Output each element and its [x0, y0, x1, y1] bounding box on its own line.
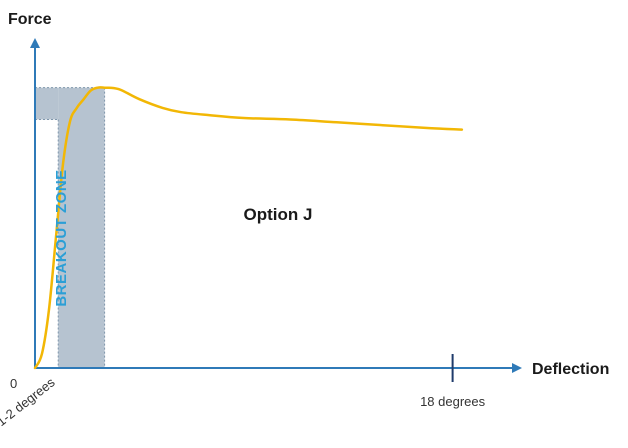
- breakout-zone-horizontal: [35, 87, 59, 120]
- breakout-zone: [35, 87, 106, 369]
- x-axis-arrow: [512, 363, 522, 373]
- x-axis-label: Deflection: [532, 361, 609, 378]
- origin-label: 0: [10, 376, 17, 391]
- y-axis-label: Force: [8, 11, 52, 28]
- breakout-zone-vertical: [58, 87, 105, 369]
- x-tick-label-max: 18 degrees: [420, 394, 486, 409]
- force-curve: [33, 86, 464, 370]
- breakout-zone-label: BREAKOUT ZONE: [53, 169, 70, 306]
- option-annotation: Option J: [244, 205, 313, 224]
- x-tick-label-breakout: ~1-2 degrees: [0, 374, 58, 434]
- y-axis-arrow: [30, 38, 40, 48]
